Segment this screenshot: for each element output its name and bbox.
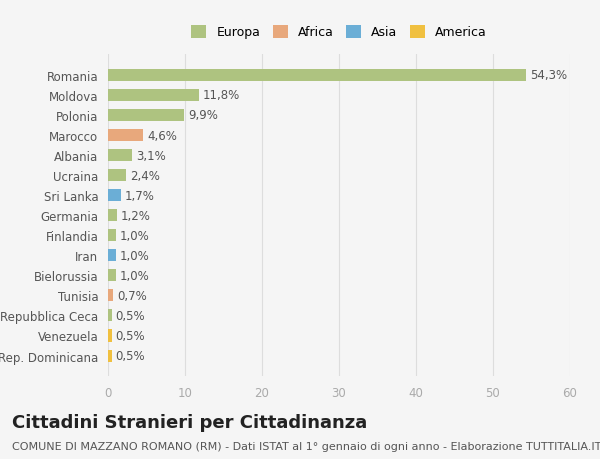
- Text: 1,2%: 1,2%: [121, 209, 151, 222]
- Text: 0,5%: 0,5%: [116, 309, 145, 322]
- Text: 9,9%: 9,9%: [188, 109, 218, 122]
- Bar: [108, 210, 117, 222]
- Bar: [108, 90, 199, 102]
- Bar: [108, 250, 116, 262]
- Bar: [108, 310, 112, 322]
- Bar: [108, 230, 116, 242]
- Text: Cittadini Stranieri per Cittadinanza: Cittadini Stranieri per Cittadinanza: [12, 413, 367, 431]
- Bar: [108, 170, 127, 182]
- Bar: [108, 150, 132, 162]
- Legend: Europa, Africa, Asia, America: Europa, Africa, Asia, America: [185, 20, 493, 45]
- Bar: [108, 290, 113, 302]
- Text: 1,0%: 1,0%: [119, 269, 149, 282]
- Text: COMUNE DI MAZZANO ROMANO (RM) - Dati ISTAT al 1° gennaio di ogni anno - Elaboraz: COMUNE DI MAZZANO ROMANO (RM) - Dati IST…: [12, 441, 600, 451]
- Text: 11,8%: 11,8%: [203, 89, 240, 102]
- Text: 54,3%: 54,3%: [530, 69, 567, 82]
- Bar: [108, 270, 116, 282]
- Text: 1,7%: 1,7%: [125, 189, 155, 202]
- Bar: [108, 190, 121, 202]
- Bar: [108, 70, 526, 82]
- Text: 2,4%: 2,4%: [130, 169, 160, 182]
- Bar: [108, 110, 184, 122]
- Bar: [108, 130, 143, 142]
- Bar: [108, 350, 112, 362]
- Text: 0,5%: 0,5%: [116, 329, 145, 342]
- Text: 1,0%: 1,0%: [119, 249, 149, 262]
- Text: 0,5%: 0,5%: [116, 349, 145, 362]
- Text: 3,1%: 3,1%: [136, 149, 166, 162]
- Text: 0,7%: 0,7%: [117, 289, 147, 302]
- Text: 1,0%: 1,0%: [119, 229, 149, 242]
- Text: 4,6%: 4,6%: [147, 129, 177, 142]
- Bar: [108, 330, 112, 342]
